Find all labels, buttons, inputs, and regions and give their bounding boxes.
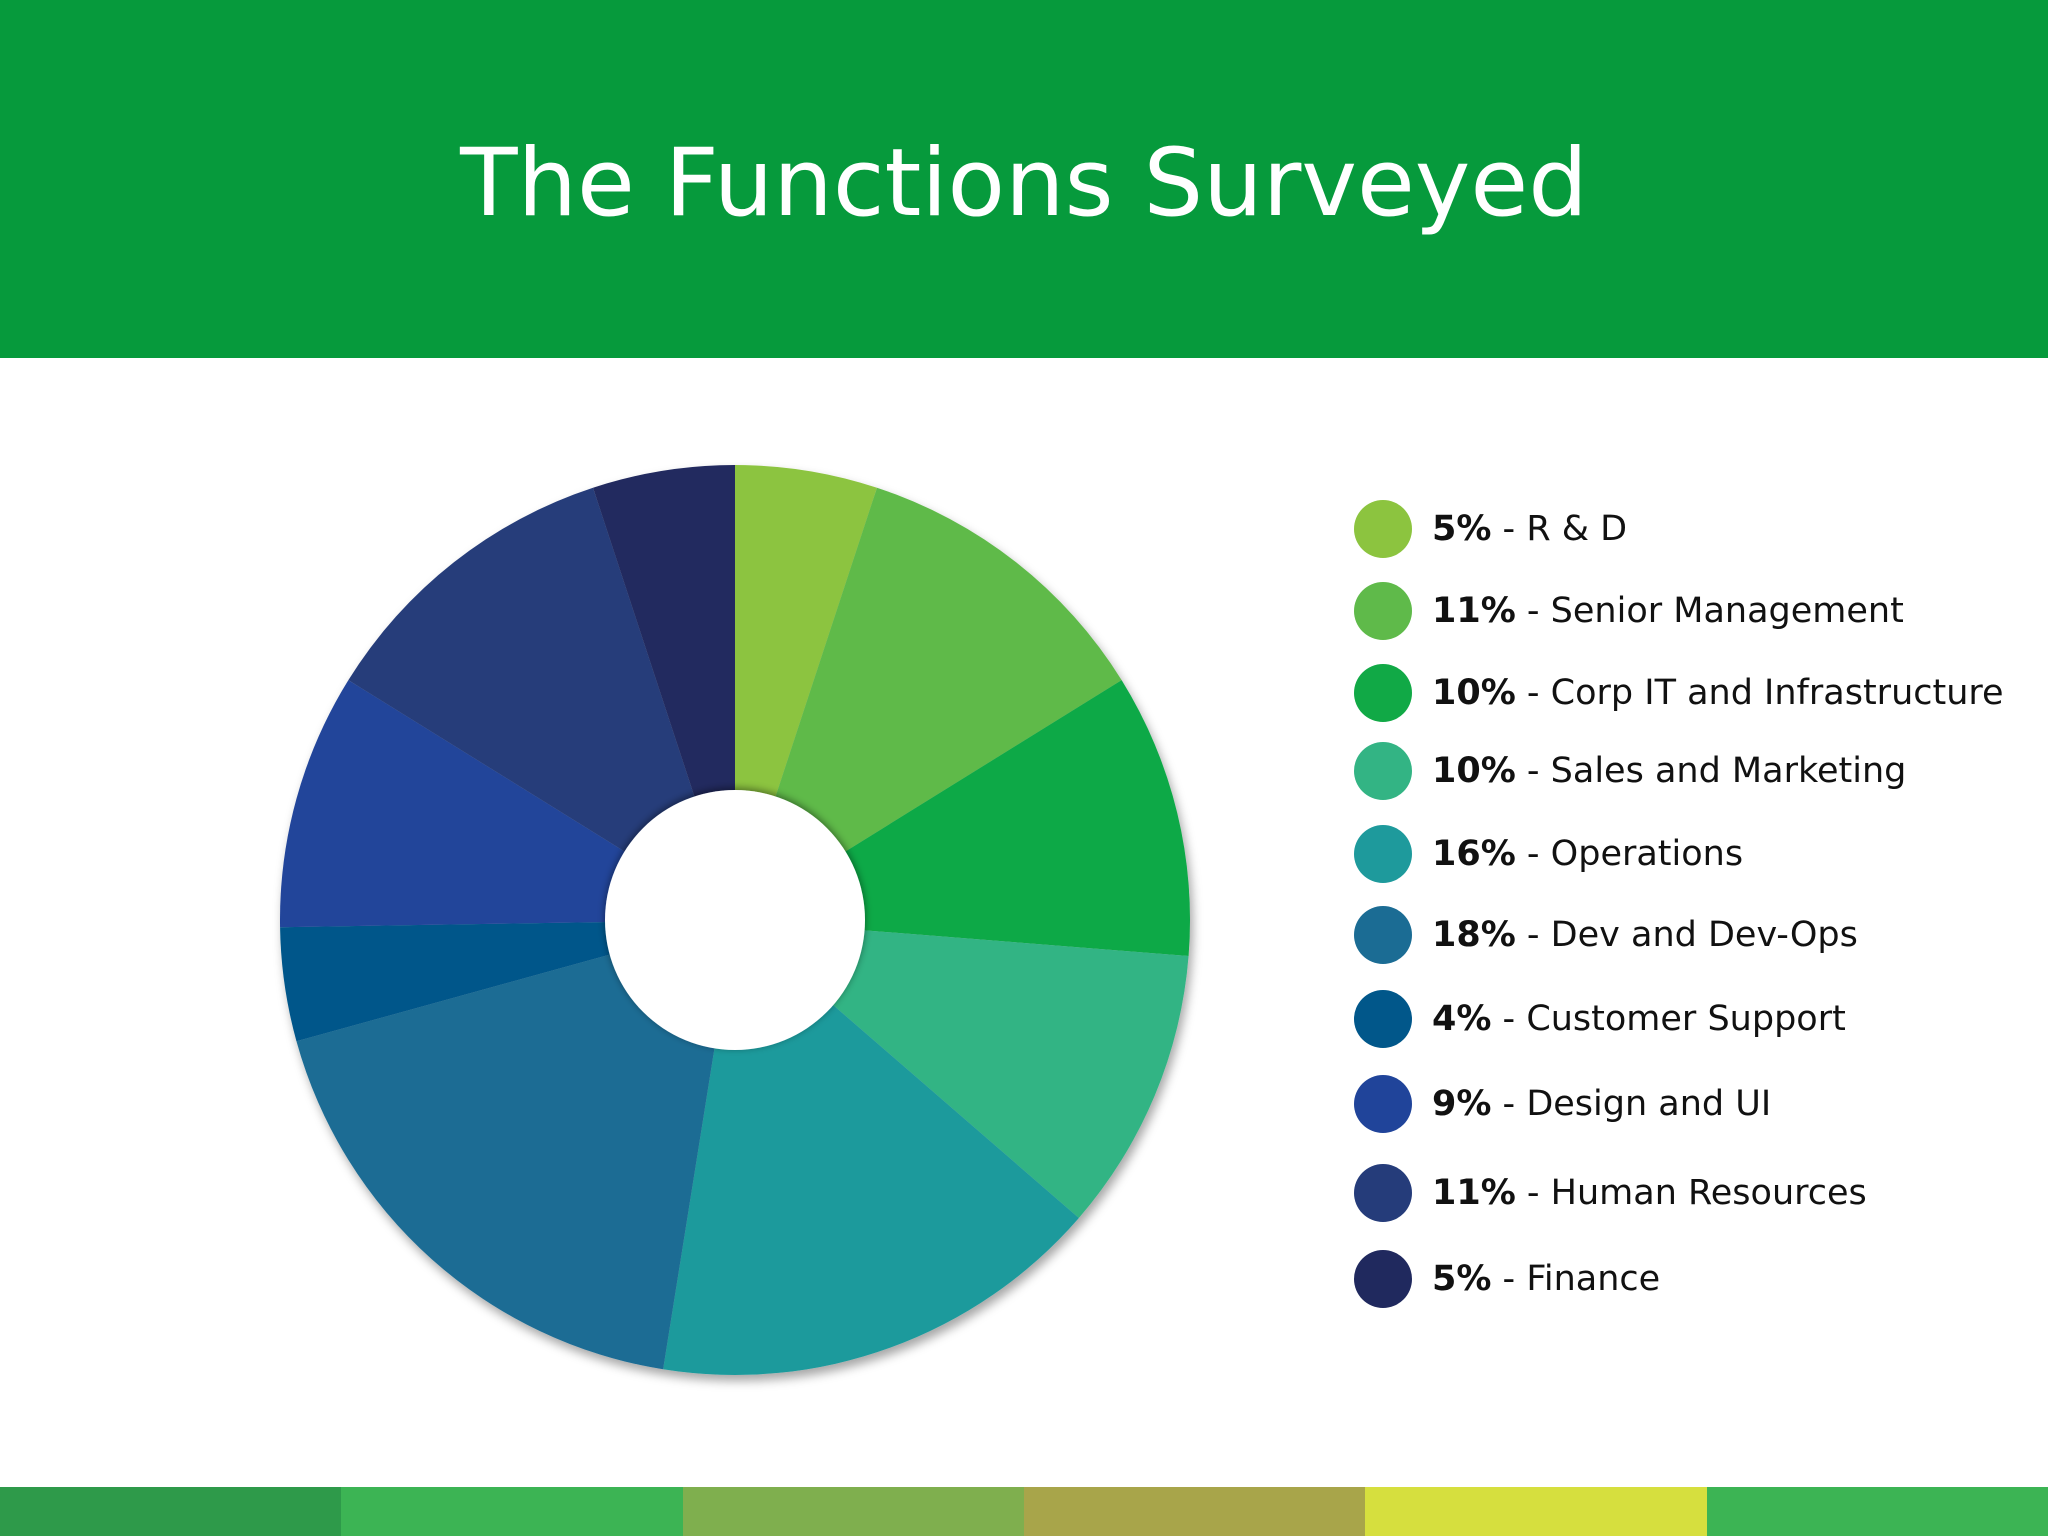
legend-item-design-and-ui: 9% - Design and UI — [1354, 1075, 2034, 1135]
legend-label: 5% - Finance — [1432, 1250, 1660, 1308]
legend-percent: 4% — [1432, 999, 1492, 1039]
legend-separator: - — [1491, 509, 1527, 549]
footer-segment-3 — [682, 1487, 1024, 1536]
footer-segment-6 — [1706, 1487, 2048, 1536]
legend-separator: - — [1515, 591, 1551, 631]
legend-swatch — [1354, 1075, 1412, 1133]
legend-separator: - — [1515, 751, 1551, 791]
legend-percent: 5% — [1432, 509, 1492, 549]
legend-swatch — [1354, 1164, 1412, 1222]
legend-category: Sales and Marketing — [1550, 751, 1907, 791]
legend-swatch — [1354, 742, 1412, 800]
legend-percent: 9% — [1432, 1084, 1492, 1124]
legend-separator: - — [1491, 1084, 1527, 1124]
pie-slice-dev-and-dev-ops — [296, 920, 735, 1370]
legend-label: 10% - Corp IT and Infrastructure — [1432, 664, 2004, 722]
legend-item-customer-support: 4% - Customer Support — [1354, 990, 2034, 1050]
legend-item-r-d: 5% - R & D — [1354, 500, 2034, 560]
pie-slice-sales-and-marketing — [735, 920, 1189, 1218]
legend-item-operations: 16% - Operations — [1354, 825, 2034, 885]
legend-swatch — [1354, 500, 1412, 558]
legend-percent: 16% — [1432, 834, 1516, 874]
legend-item-sales-and-marketing: 10% - Sales and Marketing — [1354, 742, 2034, 802]
legend-swatch — [1354, 582, 1412, 640]
legend-category: Senior Management — [1550, 591, 1904, 631]
legend-item-dev-and-dev-ops: 18% - Dev and Dev-Ops — [1354, 906, 2034, 966]
legend-percent: 11% — [1432, 591, 1516, 631]
legend-label: 9% - Design and UI — [1432, 1075, 1771, 1133]
footer-segment-5 — [1365, 1487, 1707, 1536]
legend-separator: - — [1515, 834, 1551, 874]
pie-slice-human-resources — [348, 487, 735, 920]
legend-label: 5% - R & D — [1432, 500, 1627, 558]
footer-segment-1 — [0, 1487, 342, 1536]
legend-category: Corp IT and Infrastructure — [1550, 673, 2004, 713]
legend-swatch — [1354, 664, 1412, 722]
legend-category: Human Resources — [1550, 1173, 1867, 1213]
slide-title: The Functions Surveyed — [460, 129, 1588, 238]
legend-percent: 5% — [1432, 1259, 1492, 1299]
legend-separator: - — [1491, 1259, 1527, 1299]
legend-swatch — [1354, 990, 1412, 1048]
legend-item-senior-management: 11% - Senior Management — [1354, 582, 2034, 642]
legend-item-corp-it-and-infrastructure: 10% - Corp IT and Infrastructure — [1354, 664, 2034, 724]
legend-category: Finance — [1526, 1259, 1661, 1299]
donut-hole — [605, 790, 865, 1050]
legend-separator: - — [1515, 1173, 1551, 1213]
legend-percent: 11% — [1432, 1173, 1516, 1213]
legend-item-finance: 5% - Finance — [1354, 1250, 2034, 1310]
footer-segment-4 — [1023, 1487, 1366, 1536]
legend-separator: - — [1491, 999, 1527, 1039]
legend-swatch — [1354, 1250, 1412, 1308]
legend-percent: 10% — [1432, 751, 1516, 791]
legend-label: 4% - Customer Support — [1432, 990, 1846, 1048]
legend-category: Dev and Dev-Ops — [1550, 915, 1858, 955]
legend-percent: 18% — [1432, 915, 1516, 955]
donut-slices — [280, 465, 1191, 1375]
legend-swatch — [1354, 825, 1412, 883]
footer-segment-2 — [341, 1487, 683, 1536]
pie-slice-senior-management — [735, 487, 1122, 920]
legend-item-human-resources: 11% - Human Resources — [1354, 1164, 2034, 1224]
legend-category: Design and UI — [1526, 1084, 1772, 1124]
header-banner — [0, 0, 2048, 358]
footer-color-bar — [0, 1487, 2048, 1536]
legend-separator: - — [1515, 673, 1551, 713]
legend-label: 11% - Human Resources — [1432, 1164, 1867, 1222]
legend-category: Operations — [1550, 834, 1744, 874]
legend-label: 11% - Senior Management — [1432, 582, 1904, 640]
legend-label: 16% - Operations — [1432, 825, 1743, 883]
legend-label: 18% - Dev and Dev-Ops — [1432, 906, 1858, 964]
legend-swatch — [1354, 906, 1412, 964]
legend-category: R & D — [1526, 509, 1628, 549]
legend-category: Customer Support — [1526, 999, 1846, 1039]
legend-label: 10% - Sales and Marketing — [1432, 742, 1906, 800]
chart-legend: 5% - R & D 11% - Senior Management 10% - C… — [1354, 0, 2034, 1536]
legend-separator: - — [1515, 915, 1551, 955]
legend-percent: 10% — [1432, 673, 1516, 713]
